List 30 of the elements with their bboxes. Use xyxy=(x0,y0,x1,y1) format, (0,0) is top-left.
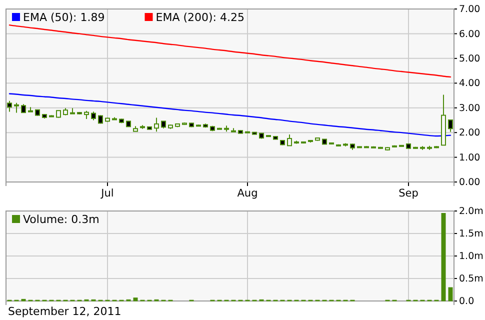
bar xyxy=(441,213,446,302)
y-tick-label: 1.00 xyxy=(459,152,480,164)
legend-label: Volume: 0.3m xyxy=(23,213,100,226)
x-tick-label: Sep xyxy=(398,187,419,200)
legend-label: EMA (200): 4.25 xyxy=(156,11,244,24)
candlestick xyxy=(287,134,292,146)
y-tick-label: 1.0m xyxy=(459,251,484,262)
bar xyxy=(448,287,453,302)
y-tick-label: 3.00 xyxy=(459,102,480,114)
x-tick-label: Aug xyxy=(237,187,258,200)
bar xyxy=(133,298,138,302)
y-tick-label: 4.00 xyxy=(459,78,480,90)
y-tick-label: 0.5m xyxy=(459,274,484,285)
y-tick-label: 0.00 xyxy=(459,177,480,188)
line-series xyxy=(8,24,452,78)
y-tick-label: 7.00 xyxy=(459,4,480,16)
candlestick xyxy=(7,100,12,112)
candlestick xyxy=(154,117,159,132)
line-series xyxy=(8,93,452,137)
legend-label: EMA (50): 1.89 xyxy=(23,11,105,24)
y-tick-label: 5.00 xyxy=(459,53,480,64)
y-tick-label: 0.0 xyxy=(459,296,474,308)
candlestick xyxy=(448,119,453,132)
y-tick-label: 1.5m xyxy=(459,228,484,240)
y-tick-label: 6.00 xyxy=(459,28,480,40)
y-tick-label: 2.00 xyxy=(459,128,480,139)
candlestick xyxy=(14,102,19,114)
x-tick-label: Jul xyxy=(100,187,114,200)
text: September 12, 2011 xyxy=(8,305,122,318)
y-tick-label: 2.0m xyxy=(459,206,484,218)
